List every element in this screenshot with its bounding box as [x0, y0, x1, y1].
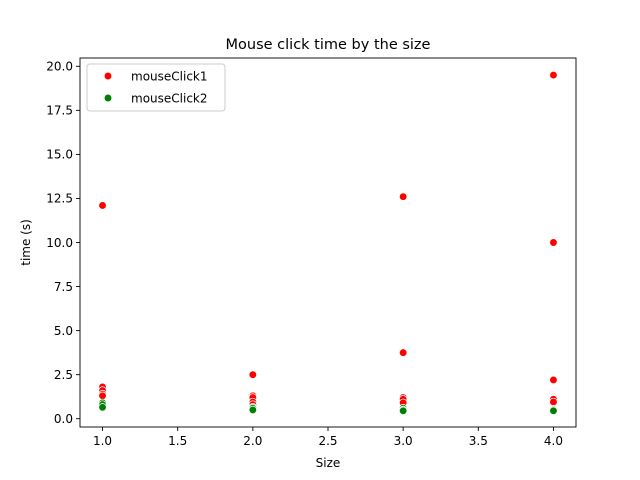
- x-tick-label: 2.0: [243, 434, 262, 448]
- y-tick-label: 2.5: [54, 368, 73, 382]
- chart-title: Mouse click time by the size: [226, 37, 431, 53]
- y-tick-label: 5.0: [54, 324, 73, 338]
- data-point-mouseClick1: [549, 375, 558, 385]
- x-tick-label: 1.5: [168, 434, 187, 448]
- data-point-mouseClick2: [248, 405, 257, 415]
- data-point-mouseClick2: [549, 406, 558, 415]
- data-point-mouseClick1: [549, 238, 558, 247]
- y-axis-label: time (s): [19, 219, 33, 266]
- y-tick-label: 0.0: [54, 412, 73, 426]
- y-tick-label: 15.0: [46, 148, 73, 162]
- data-point-mouseClick2: [98, 403, 107, 412]
- data-point-mouseClick1: [248, 370, 257, 379]
- data-point-mouseClick2: [399, 406, 408, 415]
- legend-label: mouseClick2: [131, 91, 208, 105]
- data-point-mouseClick1: [549, 397, 558, 407]
- y-tick-label: 10.0: [46, 236, 73, 250]
- x-tick-label: 2.5: [318, 434, 337, 448]
- y-tick-label: 17.5: [46, 104, 73, 118]
- y-tick-label: 20.0: [46, 60, 73, 74]
- data-point-mouseClick1: [98, 391, 107, 400]
- legend-box: [86, 63, 226, 112]
- legend-marker: [103, 93, 113, 103]
- legend-marker: [103, 71, 113, 81]
- data-point-mouseClick1: [399, 192, 408, 201]
- x-tick-label: 3.5: [469, 434, 488, 448]
- x-axis-label: Size: [316, 456, 341, 470]
- plot-frame: [79, 57, 577, 428]
- data-point-mouseClick1: [399, 348, 408, 357]
- tick-layer: 1.0 1.5 2.0 2.5 3.0 3.5 4.0 0.0 2.5 5.0 7.5 10.0 12.…: [46, 60, 563, 448]
- legend-label: mouseClick1: [131, 69, 208, 83]
- x-tick-label: 1.0: [93, 434, 112, 448]
- points-layer: [98, 70, 558, 415]
- data-point-mouseClick1: [549, 70, 558, 80]
- y-tick-label: 12.5: [46, 192, 73, 206]
- data-point-mouseClick1: [98, 201, 107, 210]
- x-tick-label: 3.0: [394, 434, 413, 448]
- y-tick-label: 7.5: [54, 280, 73, 294]
- x-tick-label: 4.0: [544, 434, 563, 448]
- legend: mouseClick1 mouseClick2: [86, 63, 226, 112]
